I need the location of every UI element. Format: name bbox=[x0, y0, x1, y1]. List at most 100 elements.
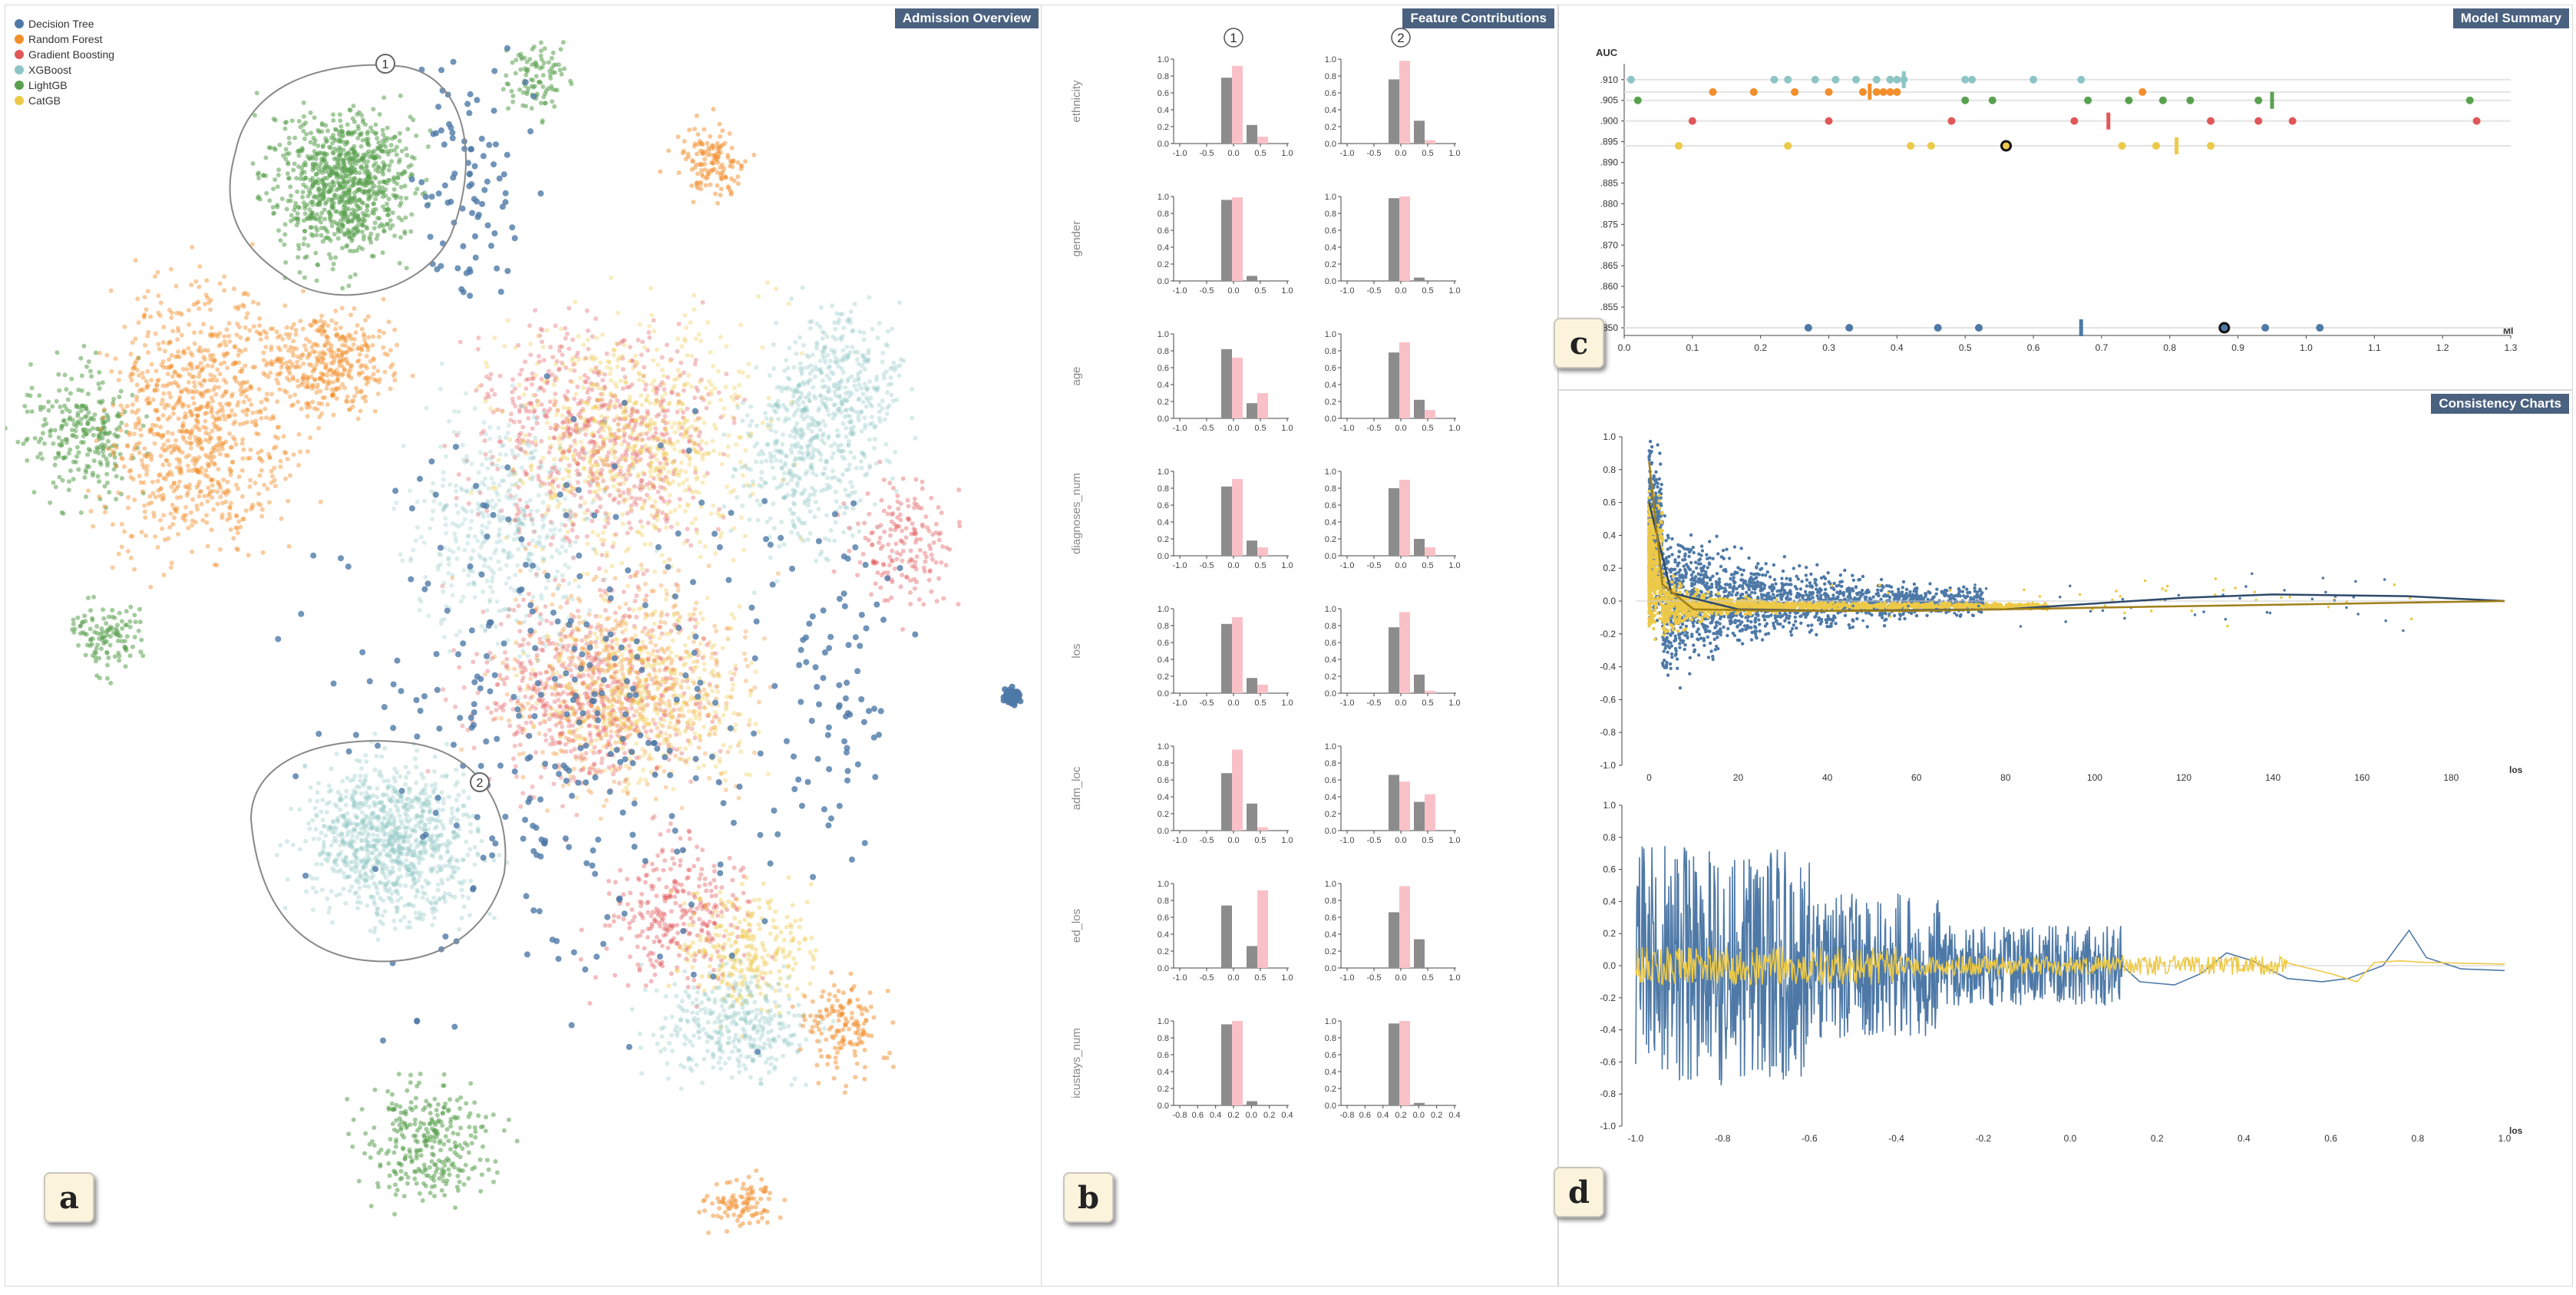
data-point bbox=[128, 467, 134, 473]
data-point bbox=[700, 395, 705, 400]
data-point bbox=[303, 347, 309, 352]
data-point bbox=[335, 372, 340, 377]
data-point bbox=[676, 473, 682, 478]
data-point bbox=[263, 406, 268, 411]
data-point bbox=[576, 401, 580, 407]
data-point bbox=[298, 124, 303, 130]
data-point bbox=[198, 361, 203, 365]
data-point bbox=[711, 364, 716, 368]
data-point bbox=[183, 513, 189, 517]
data-point bbox=[236, 325, 242, 329]
data-point bbox=[329, 223, 335, 229]
data-point bbox=[363, 363, 368, 368]
data-point bbox=[623, 601, 629, 606]
data-point bbox=[560, 689, 566, 695]
data-point bbox=[576, 608, 581, 613]
data-point bbox=[44, 421, 49, 426]
data-point bbox=[626, 643, 632, 649]
data-point bbox=[596, 429, 601, 434]
data-point bbox=[119, 491, 124, 497]
data-point bbox=[321, 195, 326, 200]
data-point bbox=[328, 367, 333, 372]
data-point bbox=[216, 467, 221, 472]
data-point bbox=[142, 453, 147, 458]
data-point bbox=[72, 626, 78, 632]
data-point bbox=[163, 458, 169, 463]
data-point bbox=[207, 332, 213, 337]
data-point bbox=[190, 497, 195, 502]
data-point bbox=[148, 314, 153, 319]
data-point bbox=[166, 403, 171, 408]
data-point bbox=[340, 364, 345, 368]
data-point bbox=[122, 409, 127, 415]
data-point bbox=[362, 170, 368, 175]
data-point bbox=[269, 359, 274, 364]
data-point bbox=[253, 481, 258, 486]
data-point bbox=[385, 177, 391, 183]
data-point bbox=[547, 728, 552, 733]
data-point bbox=[638, 415, 642, 420]
data-point bbox=[165, 430, 170, 435]
data-point bbox=[297, 269, 302, 275]
data-point bbox=[48, 428, 54, 433]
data-point bbox=[355, 152, 360, 157]
data-point bbox=[301, 114, 306, 119]
data-point bbox=[736, 795, 741, 801]
data-point bbox=[330, 180, 335, 185]
data-point bbox=[176, 484, 180, 489]
data-point bbox=[681, 388, 686, 393]
data-point bbox=[240, 437, 246, 442]
data-point bbox=[644, 568, 649, 573]
admission-overview-scatter[interactable]: 12 bbox=[5, 5, 1042, 1286]
data-point bbox=[693, 358, 698, 363]
data-point bbox=[232, 437, 237, 442]
data-point bbox=[296, 243, 301, 248]
data-point bbox=[566, 447, 572, 452]
data-point bbox=[340, 130, 345, 135]
data-point bbox=[498, 622, 504, 627]
data-point bbox=[541, 378, 547, 384]
data-point bbox=[84, 431, 89, 437]
data-point bbox=[319, 210, 325, 216]
data-point bbox=[215, 489, 220, 494]
data-point bbox=[105, 662, 110, 668]
data-point bbox=[71, 621, 76, 626]
data-point bbox=[588, 456, 593, 461]
data-point bbox=[355, 248, 360, 253]
data-point bbox=[193, 434, 198, 440]
data-point bbox=[659, 510, 665, 515]
data-point bbox=[376, 164, 381, 170]
data-point bbox=[208, 455, 213, 461]
data-point bbox=[298, 319, 303, 324]
data-point bbox=[184, 493, 190, 498]
data-point bbox=[289, 193, 293, 198]
data-point bbox=[167, 365, 173, 370]
data-point bbox=[225, 487, 230, 493]
data-point bbox=[170, 406, 176, 411]
data-point bbox=[154, 408, 160, 414]
data-point bbox=[523, 386, 529, 391]
data-point bbox=[620, 512, 626, 517]
data-point bbox=[543, 669, 549, 675]
data-point bbox=[212, 562, 217, 567]
data-point bbox=[679, 425, 685, 430]
data-point bbox=[253, 418, 259, 424]
data-point bbox=[200, 394, 206, 399]
data-point bbox=[291, 402, 296, 408]
data-point bbox=[250, 502, 256, 507]
data-point bbox=[516, 603, 521, 609]
data-point bbox=[411, 156, 417, 161]
data-point bbox=[305, 355, 310, 360]
data-point bbox=[194, 301, 199, 306]
data-point bbox=[166, 444, 171, 450]
data-point bbox=[205, 454, 210, 460]
data-point bbox=[295, 359, 299, 365]
data-point bbox=[132, 613, 137, 618]
data-point bbox=[349, 347, 355, 352]
data-point bbox=[314, 319, 319, 325]
data-point bbox=[194, 484, 200, 490]
data-point bbox=[530, 426, 535, 431]
data-point bbox=[639, 562, 644, 567]
data-point bbox=[651, 504, 656, 509]
data-point bbox=[615, 487, 620, 492]
